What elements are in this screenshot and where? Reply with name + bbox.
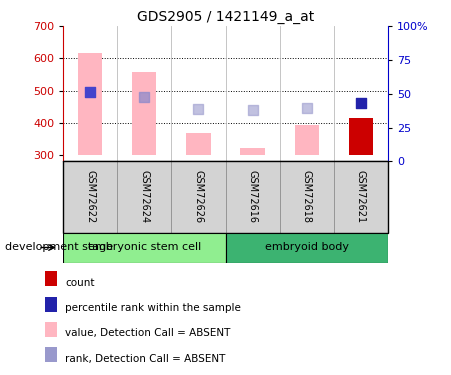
- Bar: [186, 133, 211, 155]
- Text: embryoid body: embryoid body: [265, 243, 349, 252]
- Bar: [132, 72, 156, 155]
- Text: GSM72621: GSM72621: [356, 170, 366, 224]
- Point: [249, 108, 256, 114]
- Text: count: count: [65, 278, 94, 288]
- Point: [141, 94, 148, 100]
- Bar: [63, 232, 226, 262]
- Point: [87, 88, 94, 94]
- Bar: [295, 125, 319, 155]
- Bar: [117, 161, 171, 232]
- Text: value, Detection Call = ABSENT: value, Detection Call = ABSENT: [65, 328, 230, 338]
- Bar: [240, 148, 265, 155]
- Text: rank, Detection Call = ABSENT: rank, Detection Call = ABSENT: [65, 354, 225, 364]
- Bar: [226, 232, 388, 262]
- Bar: [349, 118, 373, 155]
- Bar: [45, 297, 57, 312]
- Text: GSM72622: GSM72622: [85, 170, 95, 224]
- Text: embryonic stem cell: embryonic stem cell: [87, 243, 201, 252]
- Text: GSM72624: GSM72624: [139, 170, 149, 224]
- Bar: [334, 161, 388, 232]
- Text: GSM72626: GSM72626: [193, 170, 203, 224]
- Bar: [78, 53, 102, 155]
- Point: [357, 100, 364, 106]
- Text: percentile rank within the sample: percentile rank within the sample: [65, 303, 241, 313]
- Point: [195, 106, 202, 112]
- Point: [303, 105, 310, 111]
- Bar: [63, 161, 117, 232]
- Bar: [226, 161, 280, 232]
- Text: GSM72616: GSM72616: [248, 170, 258, 224]
- Title: GDS2905 / 1421149_a_at: GDS2905 / 1421149_a_at: [137, 10, 314, 24]
- Bar: [171, 161, 226, 232]
- Bar: [45, 347, 57, 362]
- Bar: [45, 322, 57, 337]
- Bar: [280, 161, 334, 232]
- Bar: [45, 271, 57, 286]
- Text: GSM72618: GSM72618: [302, 170, 312, 224]
- Text: development stage: development stage: [5, 243, 113, 252]
